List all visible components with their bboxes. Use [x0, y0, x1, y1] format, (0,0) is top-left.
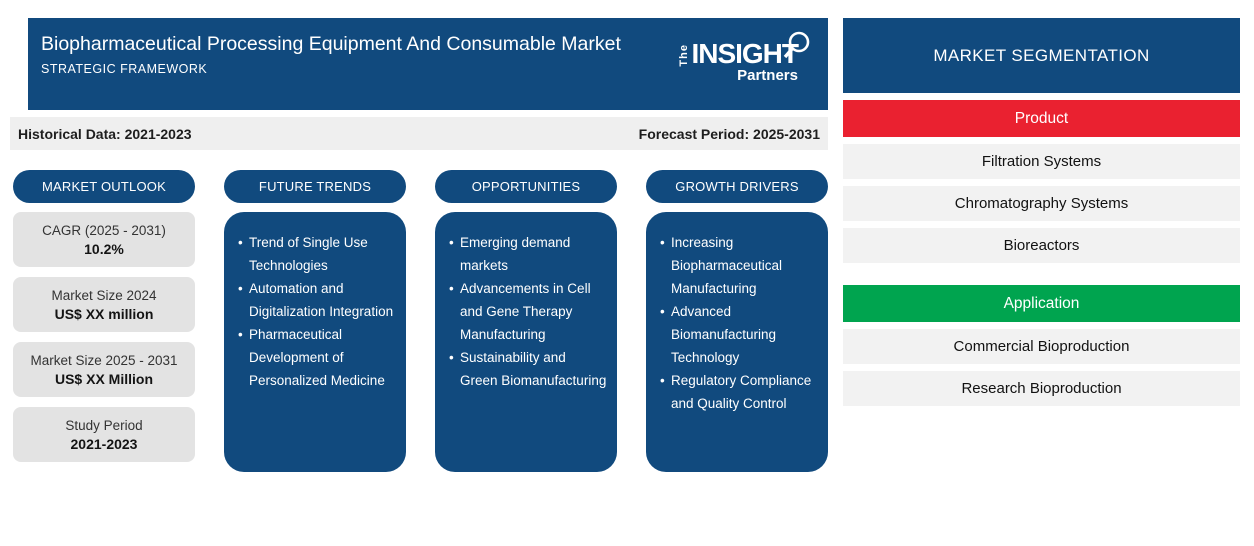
- segment-item-bioreactors: Bioreactors: [843, 228, 1240, 263]
- list-item: Increasing Biopharmaceutical Manufacturi…: [660, 231, 818, 300]
- segment-item-filtration-systems: Filtration Systems: [843, 144, 1240, 179]
- forecast-period-label: Forecast Period: 2025-2031: [638, 125, 820, 142]
- logo-wordmark: INSIGHT Partners: [691, 31, 810, 84]
- report-subtitle: STRATEGIC FRAMEWORK: [41, 62, 208, 76]
- stat-value: US$ XX million: [54, 305, 154, 322]
- future-trends-pill: FUTURE TRENDS: [224, 170, 406, 203]
- historical-data-label: Historical Data: 2021-2023: [18, 125, 192, 142]
- list-item: Trend of Single Use Technologies: [238, 231, 396, 277]
- column-growth-drivers: GROWTH DRIVERS Increasing Biopharmaceuti…: [646, 170, 828, 472]
- period-info-bar: Historical Data: 2021-2023 Forecast Peri…: [10, 117, 828, 150]
- list-item: Advancements in Cell and Gene Therapy Ma…: [449, 277, 607, 346]
- opportunities-list: Emerging demand markets Advancements in …: [449, 231, 607, 392]
- stat-value: 2021-2023: [70, 435, 138, 452]
- report-title: Biopharmaceutical Processing Equipment A…: [41, 33, 621, 55]
- segment-item-commercial-bioproduction: Commercial Bioproduction: [843, 329, 1240, 364]
- stat-value: 10.2%: [84, 240, 124, 257]
- opportunities-pill: OPPORTUNITIES: [435, 170, 617, 203]
- market-segmentation-panel: MARKET SEGMENTATION Product Filtration S…: [843, 18, 1240, 406]
- column-market-outlook: MARKET OUTLOOK CAGR (2025 - 2031) 10.2% …: [13, 170, 195, 472]
- column-opportunities: OPPORTUNITIES Emerging demand markets Ad…: [435, 170, 617, 472]
- growth-drivers-card: Increasing Biopharmaceutical Manufacturi…: [646, 212, 828, 472]
- growth-drivers-list: Increasing Biopharmaceutical Manufacturi…: [660, 231, 818, 415]
- logo-insight-text: INSIGHT: [691, 38, 799, 69]
- segment-item-research-bioproduction: Research Bioproduction: [843, 371, 1240, 406]
- list-item: Pharmaceutical Development of Personaliz…: [238, 323, 396, 392]
- list-item: Sustainability and Green Biomanufacturin…: [449, 346, 607, 392]
- segment-header-product: Product: [843, 100, 1240, 137]
- market-outlook-pill: MARKET OUTLOOK: [13, 170, 195, 203]
- market-segmentation-title: MARKET SEGMENTATION: [843, 18, 1240, 93]
- stat-label: Market Size 2024: [51, 287, 157, 303]
- stat-card-cagr: CAGR (2025 - 2031) 10.2%: [13, 212, 195, 267]
- opportunities-card: Emerging demand markets Advancements in …: [435, 212, 617, 472]
- column-future-trends: FUTURE TRENDS Trend of Single Use Techno…: [224, 170, 406, 472]
- list-item: Advanced Biomanufacturing Technology: [660, 300, 818, 369]
- logo-partners-text: Partners: [737, 67, 798, 84]
- stat-label: Study Period: [65, 417, 143, 433]
- list-item: Regulatory Compliance and Quality Contro…: [660, 369, 818, 415]
- stat-value: US$ XX Million: [54, 370, 153, 387]
- stat-card-study-period: Study Period 2021-2023: [13, 407, 195, 462]
- list-item: Automation and Digitalization Integratio…: [238, 277, 396, 323]
- future-trends-list: Trend of Single Use Technologies Automat…: [238, 231, 396, 392]
- report-header: Biopharmaceutical Processing Equipment A…: [28, 18, 828, 110]
- segment-item-chromatography-systems: Chromatography Systems: [843, 186, 1240, 221]
- insight-partners-logo: The INSIGHT Partners: [678, 31, 810, 84]
- stat-card-market-size-2024: Market Size 2024 US$ XX million: [13, 277, 195, 332]
- stat-label: CAGR (2025 - 2031): [42, 222, 166, 238]
- growth-drivers-pill: GROWTH DRIVERS: [646, 170, 828, 203]
- logo-the-text: The: [678, 44, 691, 67]
- framework-columns: MARKET OUTLOOK CAGR (2025 - 2031) 10.2% …: [13, 170, 828, 472]
- future-trends-card: Trend of Single Use Technologies Automat…: [224, 212, 406, 472]
- magnifier-icon: [783, 31, 810, 59]
- stat-label: Market Size 2025 - 2031: [30, 352, 178, 368]
- segment-header-application: Application: [843, 285, 1240, 322]
- stat-card-market-size-2025-2031: Market Size 2025 - 2031 US$ XX Million: [13, 342, 195, 397]
- list-item: Emerging demand markets: [449, 231, 607, 277]
